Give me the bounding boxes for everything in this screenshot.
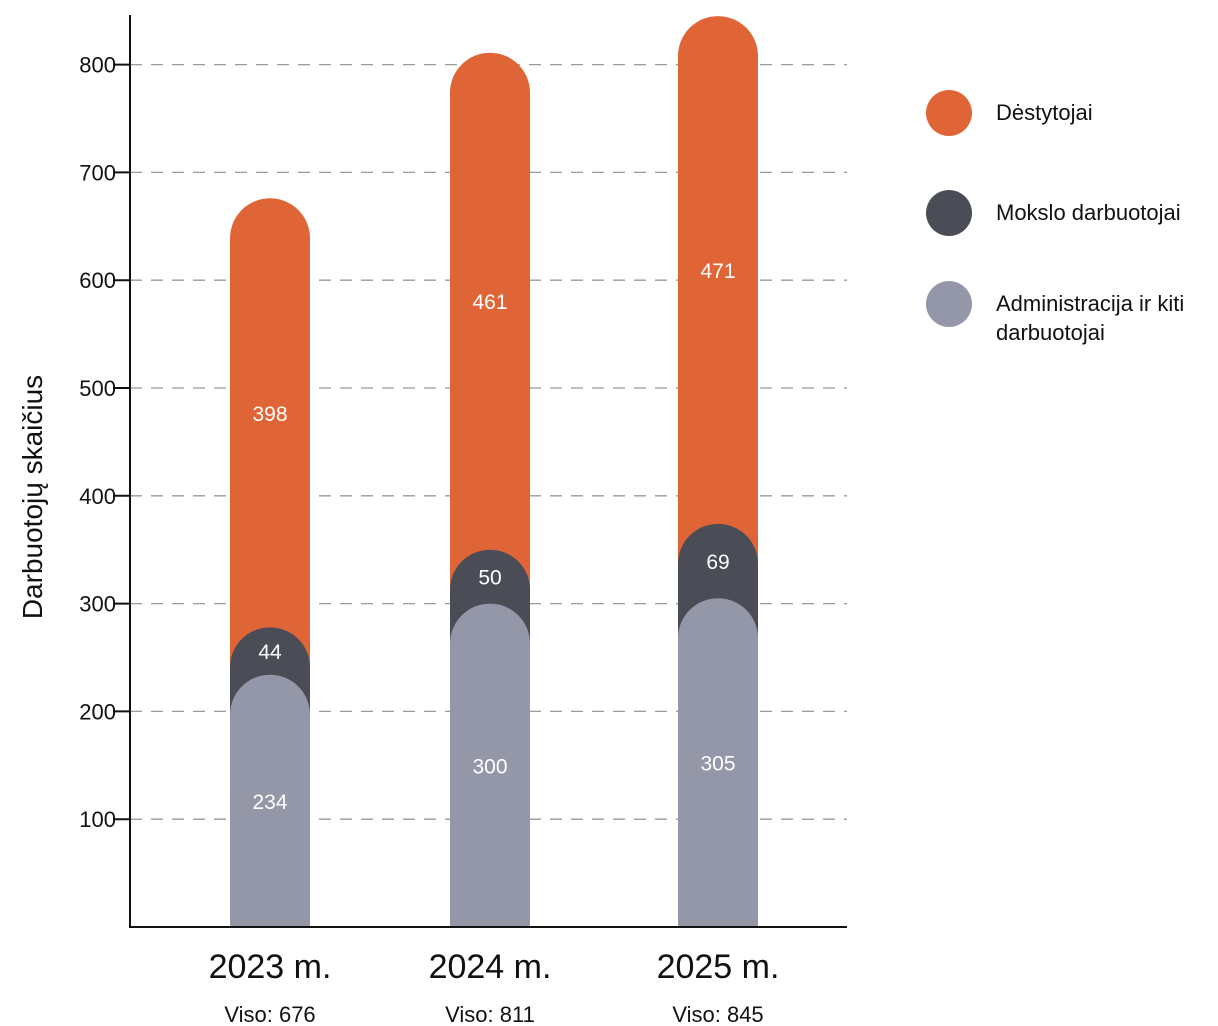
data-label: 50	[478, 567, 501, 590]
y-tick-label: 500	[79, 376, 116, 401]
data-label: 69	[706, 551, 729, 574]
bar-segment-administracija-ir-kiti-darbuotojai	[230, 674, 310, 927]
category-labels: 2023 m. Viso: 676 2024 m. Viso: 811 2025 m. V…	[209, 948, 780, 1026]
legend-item-destytojai: Dėstytojai	[926, 90, 1218, 190]
bar-segment-administracija-ir-kiti-darbuotojai	[450, 603, 530, 927]
legend-label: Administracija ir kiti darbuotojai	[996, 291, 1185, 345]
x-category-label: 2023 m.	[209, 948, 332, 986]
x-category-label: 2025 m.	[657, 948, 780, 986]
total-label: Viso: 845	[672, 1002, 763, 1026]
y-tick-label: 100	[79, 807, 116, 832]
y-tick-label: 600	[79, 268, 116, 293]
legend-item-administracija: Administracija ir kiti darbuotojai	[926, 281, 1218, 381]
y-axis-ticks: 100 200 300 400 500 600 700 800	[79, 53, 130, 832]
total-label: Viso: 676	[224, 1002, 315, 1026]
total-label: Viso: 811	[445, 1002, 535, 1026]
data-label: 398	[252, 403, 287, 426]
data-label: 305	[700, 753, 735, 776]
data-label: 234	[252, 791, 287, 814]
legend-item-mokslo: Mokslo darbuotojai	[926, 190, 1218, 281]
legend-swatch-administracija	[926, 281, 972, 327]
y-tick-label: 400	[79, 484, 116, 509]
y-tick-label: 700	[79, 160, 116, 185]
data-label: 461	[472, 291, 507, 314]
legend: Dėstytojai Mokslo darbuotojai Administra…	[926, 90, 1218, 381]
legend-swatch-destytojai	[926, 90, 972, 136]
bar-segment-administracija-ir-kiti-darbuotojai	[678, 598, 758, 927]
legend-label: Mokslo darbuotojai	[996, 200, 1181, 225]
segment-labels: 234 44 398 300 50 461 305 69 471	[252, 260, 735, 814]
y-tick-label: 200	[79, 699, 116, 724]
data-label: 44	[258, 641, 282, 664]
y-tick-label: 800	[79, 53, 116, 78]
data-label: 300	[472, 755, 507, 778]
legend-label: Dėstytojai	[996, 100, 1093, 125]
y-axis-label: Darbuotojų skaičius	[17, 375, 48, 619]
bars	[230, 16, 758, 928]
y-tick-label: 300	[79, 592, 116, 617]
x-category-label: 2024 m.	[429, 948, 552, 986]
legend-swatch-mokslo	[926, 190, 972, 236]
data-label: 471	[700, 260, 735, 283]
